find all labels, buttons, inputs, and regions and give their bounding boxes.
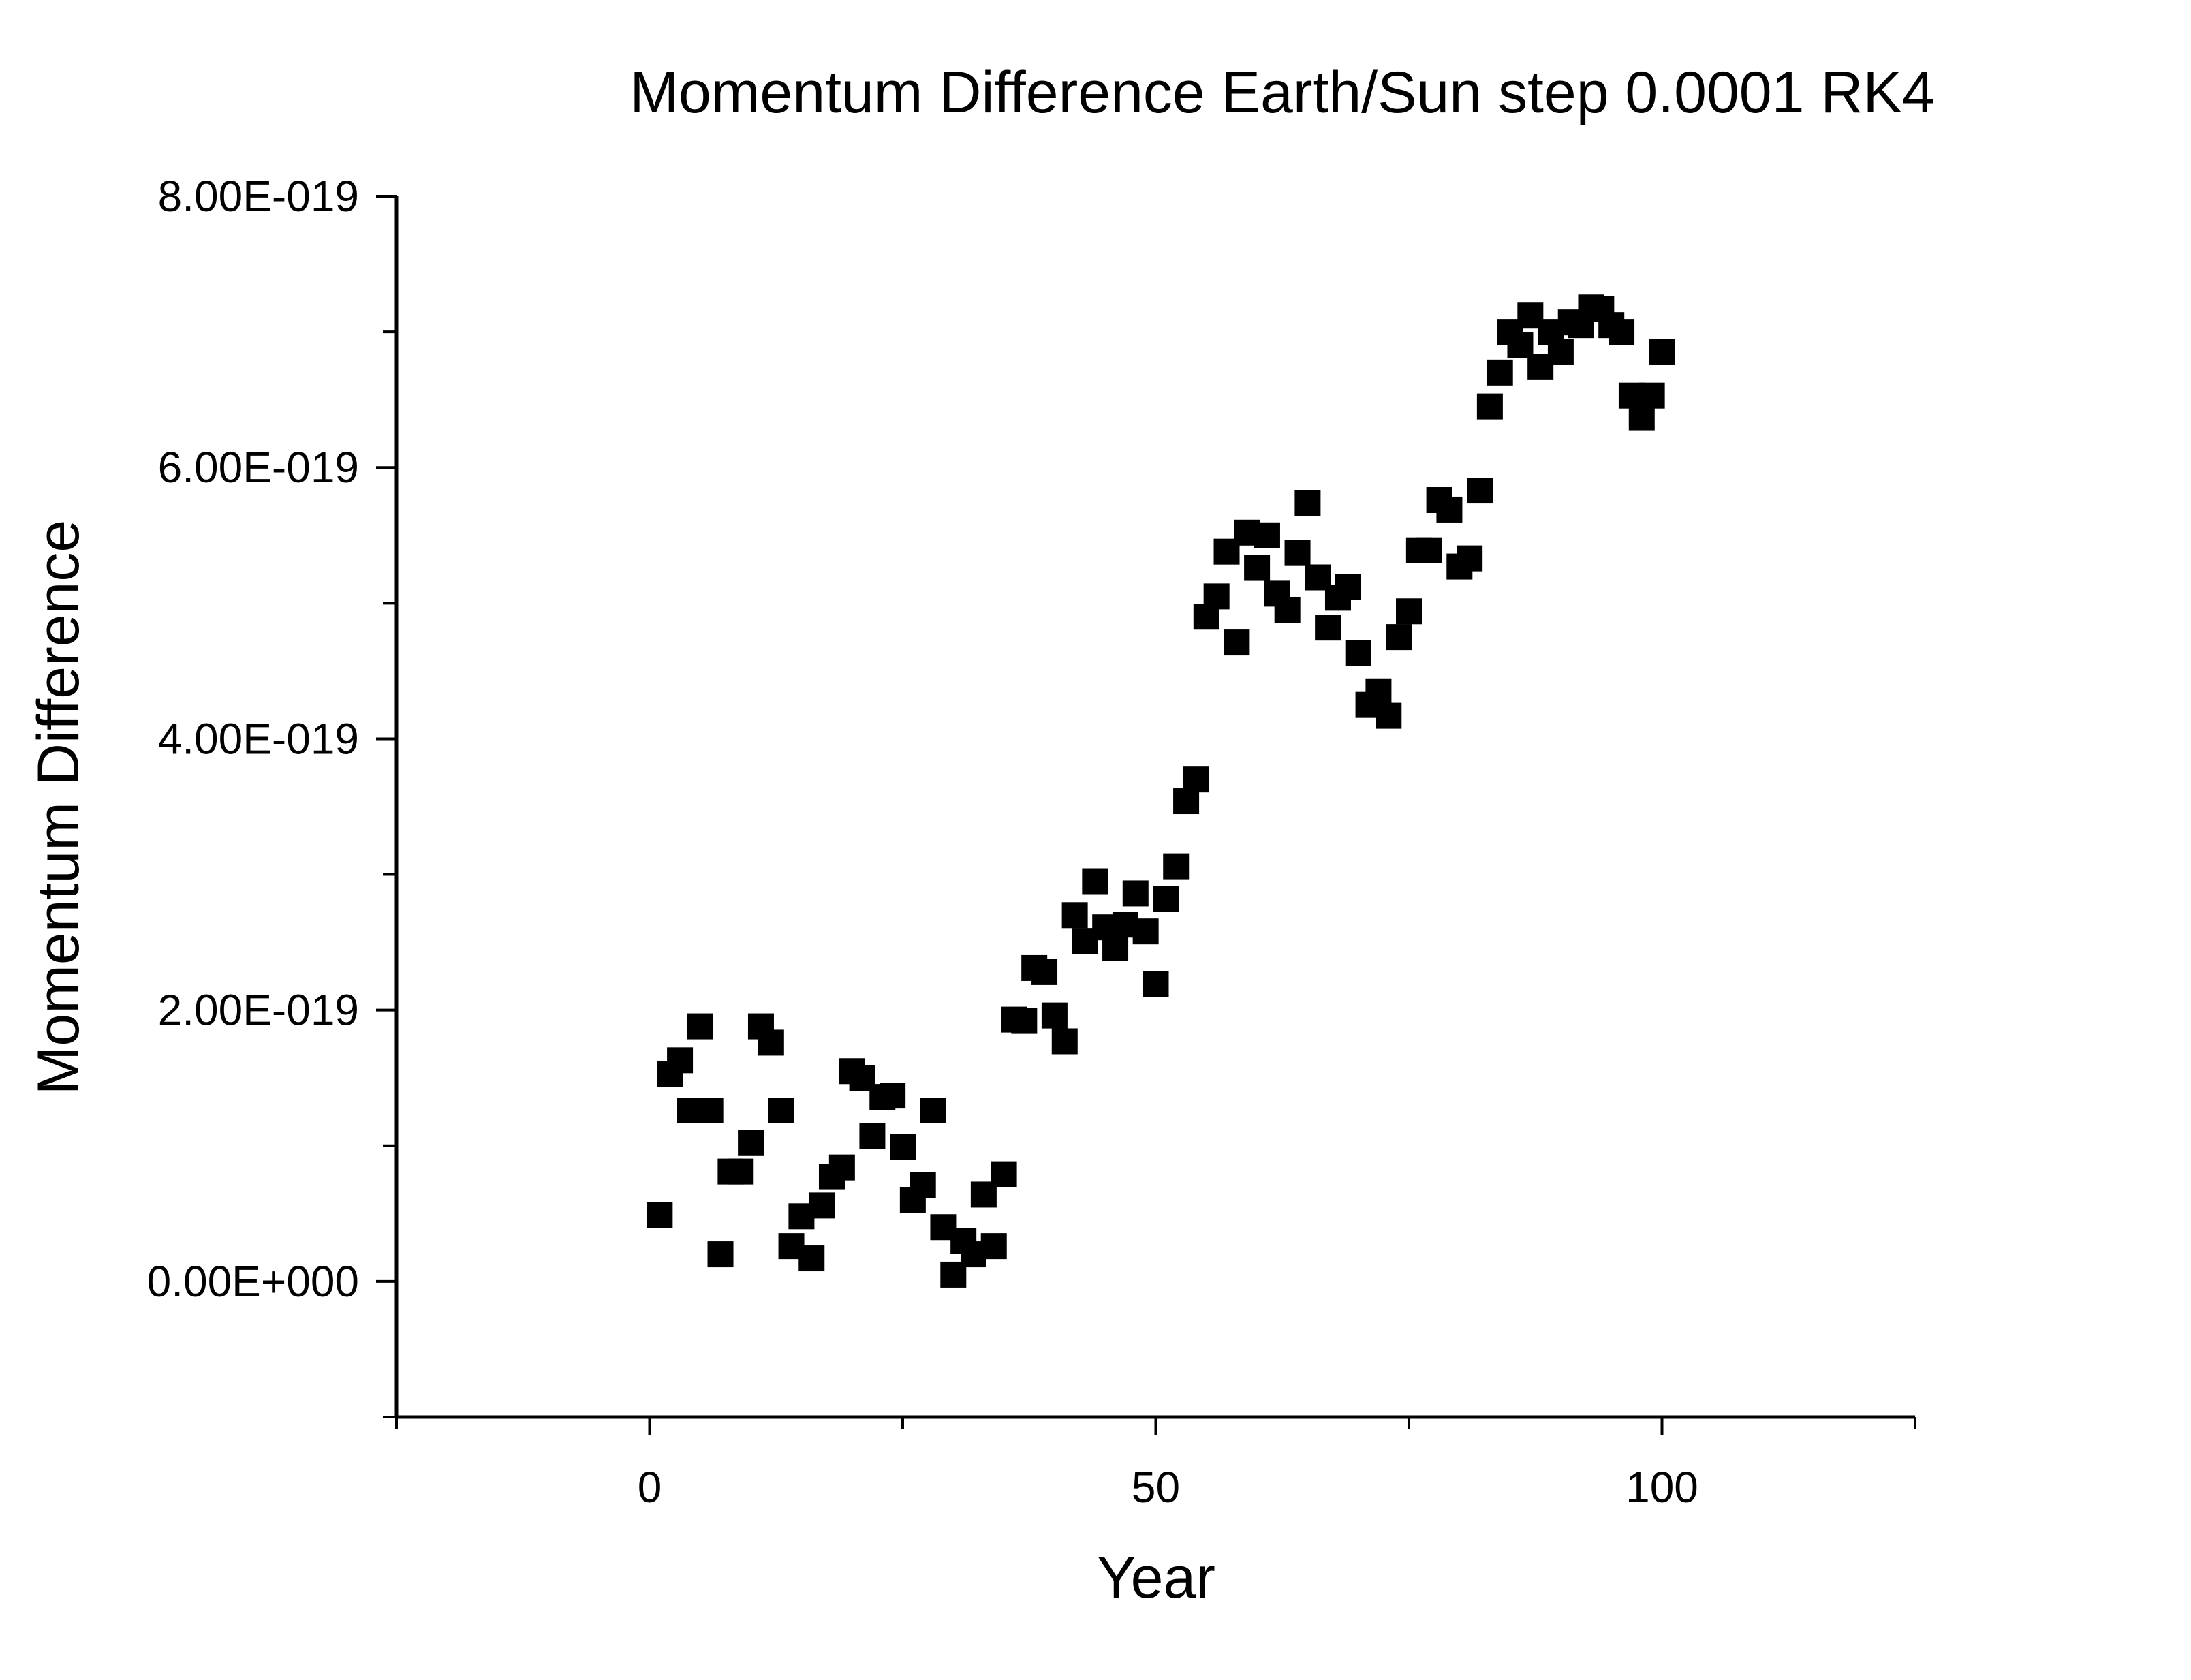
data-point (1345, 640, 1371, 667)
data-point (1143, 971, 1169, 997)
data-point (1294, 489, 1321, 516)
data-point (1376, 702, 1402, 729)
data-point (798, 1245, 825, 1272)
data-point (1011, 1008, 1038, 1034)
data-point (687, 1013, 713, 1040)
data-point (1547, 339, 1574, 365)
data-point (1163, 853, 1190, 880)
data-point (768, 1098, 794, 1124)
data-point (1061, 902, 1088, 929)
data-point (1649, 339, 1675, 365)
x-tick-label: 50 (1132, 1463, 1180, 1512)
data-point (1628, 404, 1655, 431)
data-point (828, 1154, 855, 1181)
y-tick-label: 6.00E-019 (158, 443, 359, 492)
y-tick-label: 0.00E+000 (147, 1257, 359, 1306)
data-point (707, 1241, 734, 1268)
data-point (1203, 583, 1230, 610)
data-point (758, 1029, 784, 1056)
data-point (1315, 615, 1341, 641)
data-point (920, 1098, 946, 1124)
data-point (1254, 522, 1280, 548)
data-point (991, 1161, 1017, 1187)
x-tick-label: 0 (638, 1463, 662, 1512)
data-point (1507, 332, 1534, 359)
data-point (1274, 597, 1301, 623)
data-point (910, 1172, 936, 1198)
data-points (647, 294, 1675, 1288)
data-point (1224, 629, 1250, 656)
x-axis-label: Year (1097, 1545, 1215, 1611)
data-point (1122, 880, 1149, 907)
y-axis-label: Momentum Difference (26, 520, 91, 1095)
data-point (1467, 478, 1493, 504)
data-point (980, 1233, 1007, 1260)
data-point (697, 1098, 724, 1124)
data-point (1153, 886, 1179, 912)
data-point (1132, 918, 1159, 945)
data-point (1396, 598, 1422, 625)
data-point (1609, 319, 1635, 345)
data-point (1457, 545, 1483, 572)
data-point (667, 1047, 694, 1074)
data-point (1386, 624, 1412, 651)
data-point (1183, 766, 1209, 793)
data-point (859, 1123, 886, 1149)
data-point (1335, 574, 1361, 600)
data-point (809, 1192, 835, 1219)
data-point (647, 1202, 673, 1228)
data-point (1436, 496, 1463, 523)
data-point (1082, 868, 1108, 895)
data-point (1244, 555, 1271, 581)
x-tick-label: 100 (1626, 1463, 1698, 1512)
data-point (1284, 540, 1311, 566)
data-point (1051, 1028, 1078, 1055)
data-point (1173, 788, 1200, 815)
chart-title: Momentum Difference Earth/Sun step 0.000… (630, 60, 1934, 125)
data-point (1041, 1002, 1068, 1029)
y-ticks: 0.00E+000 2.00E-019 4.00E-019 6.00E-019 8.00… (147, 172, 397, 1418)
data-point (1476, 393, 1503, 420)
data-point (1031, 959, 1058, 985)
data-point (728, 1158, 754, 1185)
data-point (880, 1083, 906, 1109)
data-point (1102, 935, 1129, 961)
y-tick-label: 4.00E-019 (158, 714, 359, 763)
data-point (1638, 382, 1665, 409)
data-point (1365, 678, 1392, 704)
data-point (1416, 537, 1442, 563)
data-point (738, 1130, 764, 1156)
data-point (1487, 359, 1513, 386)
y-tick-label: 2.00E-019 (158, 986, 359, 1035)
y-tick-label: 8.00E-019 (158, 172, 359, 221)
data-point (890, 1134, 916, 1160)
axes (394, 196, 1915, 1419)
x-ticks: 0 50 100 (395, 1417, 1916, 1512)
